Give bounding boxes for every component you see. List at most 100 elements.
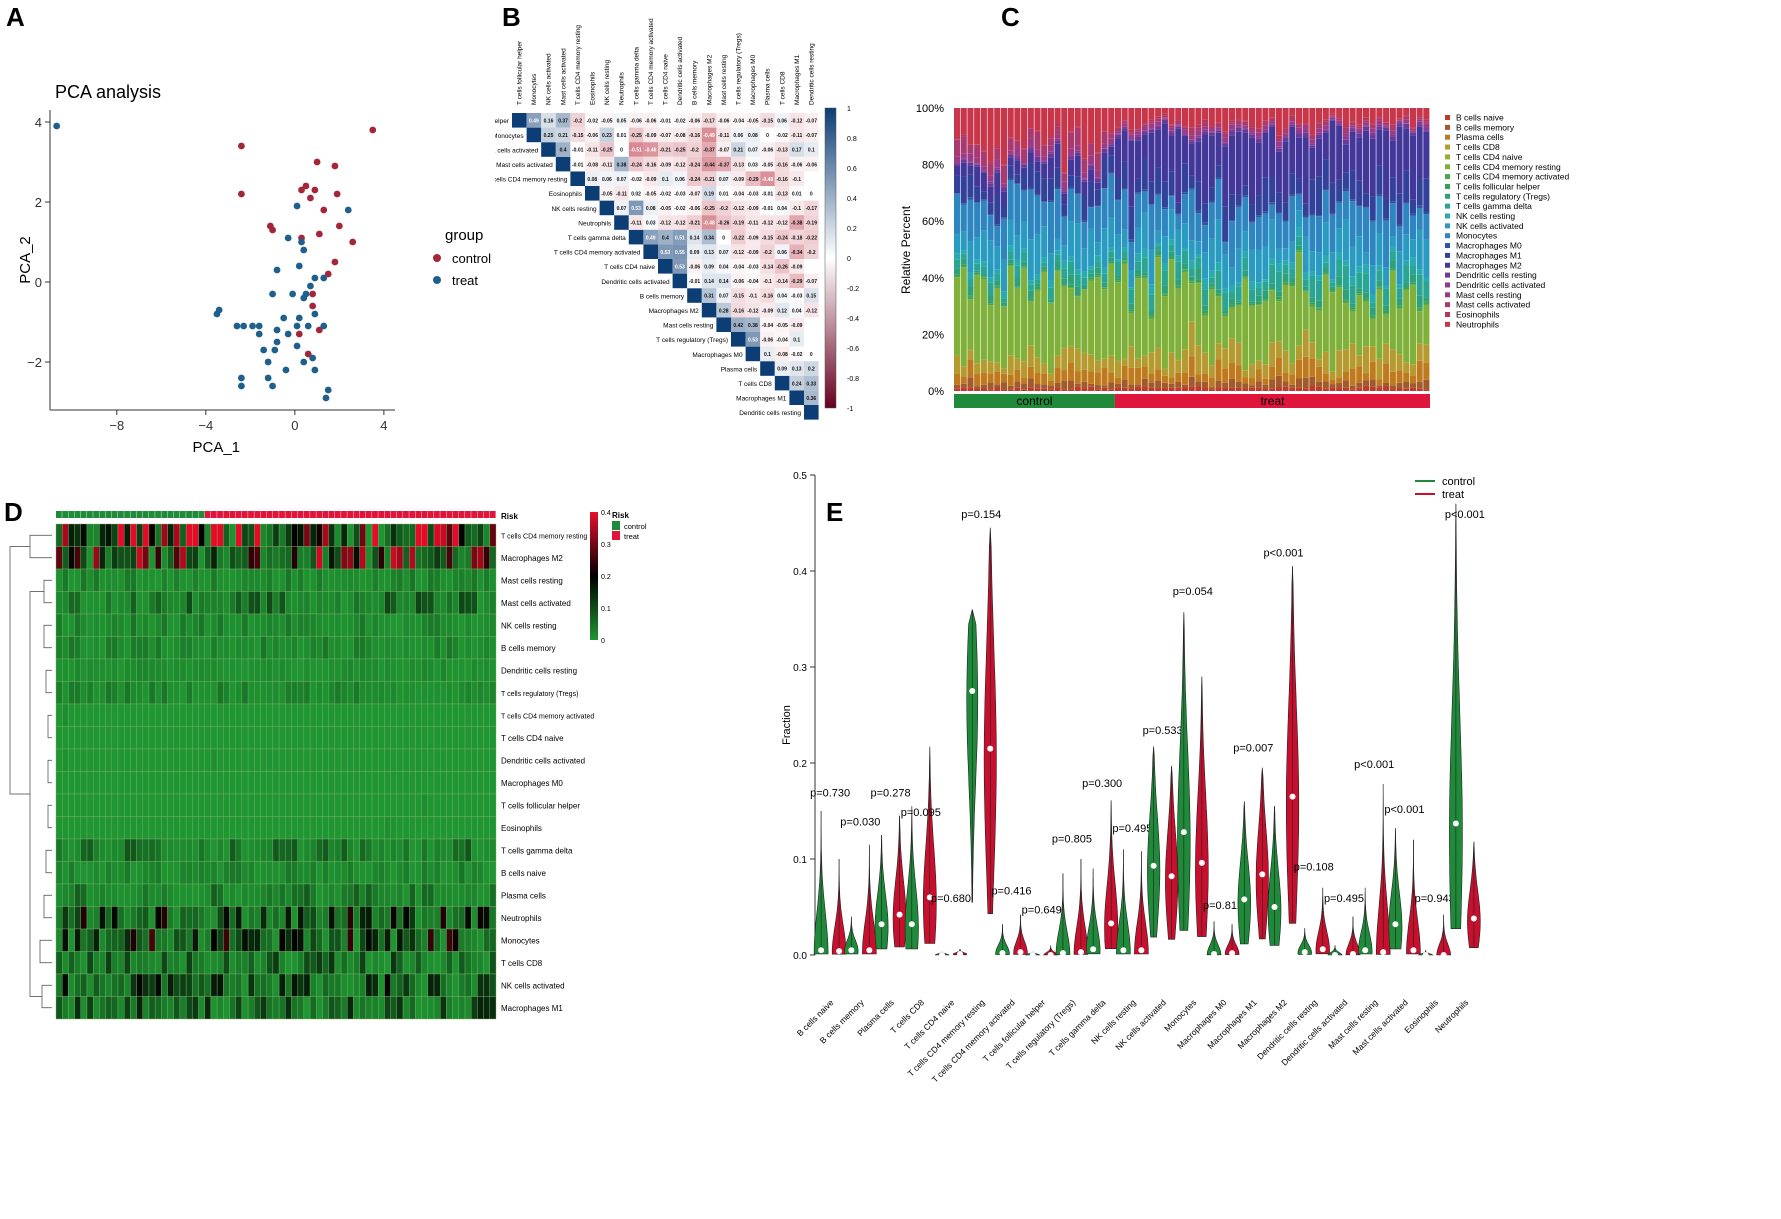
stacked-segment [1195, 345, 1202, 375]
diag-cell [731, 332, 746, 347]
corr-value: 0.42 [733, 323, 743, 329]
corr-value: 0.17 [792, 148, 802, 154]
heat-colorbar-tick: 0.1 [601, 606, 611, 613]
heat-cell [229, 816, 236, 840]
stacked-segment [1376, 126, 1383, 130]
stacked-segment [1121, 123, 1128, 127]
stacked-segment [1295, 249, 1303, 251]
heat-cell [204, 703, 212, 727]
risk-cell [353, 511, 360, 518]
heat-cell [99, 928, 106, 952]
stacked-segment [1242, 129, 1249, 133]
heat-colorbar-tick: 0.4 [601, 510, 611, 517]
corr-value: -0.1 [763, 279, 772, 285]
stacked-segment [1034, 157, 1041, 162]
corr-cell [774, 244, 790, 259]
corr-cell [716, 186, 731, 201]
stacked-segment [1316, 300, 1323, 308]
heat-cell [278, 973, 286, 997]
heat-cell [359, 726, 367, 750]
heat-cell [427, 613, 435, 637]
corr-cell [555, 142, 571, 157]
stacked-segment [994, 387, 1001, 391]
stacked-segment [1235, 131, 1242, 195]
heat-cell [142, 771, 150, 795]
heat-colorbar-tick: 0.2 [601, 574, 611, 581]
heat-cell [117, 568, 125, 592]
stacked-segment [1168, 259, 1175, 353]
heat-cell [198, 681, 205, 705]
corr-cell [599, 142, 615, 157]
heat-cell [68, 883, 75, 907]
stacked-segment [1409, 364, 1416, 376]
stacked-segment [994, 371, 1001, 385]
stacked-segment [1329, 116, 1336, 118]
stacked-segment [1389, 130, 1396, 135]
corr-cell [555, 113, 571, 128]
p-value: p=0.030 [840, 816, 880, 828]
violin-median [1440, 952, 1447, 958]
row-label: Mast cells activated [501, 599, 571, 608]
heat-cell [353, 906, 360, 930]
heat-cell [384, 861, 391, 885]
heat-cell [55, 591, 63, 615]
corr-value: 0 [620, 148, 623, 154]
heat-cell [409, 748, 416, 772]
heat-cell [105, 973, 112, 997]
stacked-segment [1195, 181, 1202, 211]
heat-cell [396, 726, 404, 750]
heat-cell [452, 523, 460, 547]
heat-cell [192, 973, 199, 997]
heat-cell [260, 568, 267, 592]
stacked-segment [1309, 271, 1316, 276]
stacked-segment [1222, 387, 1229, 391]
heat-cell [204, 838, 212, 862]
pca-chart: PCA analysis−8 −4 0 4−2024PCA_1PCA_2groupco… [17, 82, 491, 456]
stacked-segment [1081, 248, 1088, 272]
pca-point-treat [311, 274, 319, 282]
stacked-segment [1383, 310, 1390, 314]
heat-cell [384, 928, 391, 952]
heat-cell [340, 906, 348, 930]
heat-cell [433, 636, 441, 660]
stacked-segment [1222, 254, 1229, 289]
heat-cell [322, 726, 329, 750]
heat-cell [179, 771, 187, 795]
legend-label: T cells CD8 [1456, 142, 1500, 152]
row-label: T cells gamma delta [501, 847, 573, 856]
corr-value: -0.14 [776, 279, 788, 285]
corr-cell [760, 317, 775, 332]
corr-value: 0.49 [529, 118, 539, 124]
stacked-segment [1067, 346, 1075, 363]
violin-median [1138, 947, 1145, 954]
heat-cell [68, 996, 75, 1020]
stacked-segment [1135, 261, 1142, 270]
group-label-control: control [1016, 394, 1052, 408]
heat-cell [55, 928, 63, 952]
heat-cell [396, 591, 404, 615]
stacked-segment [1215, 295, 1222, 297]
heat-cell [402, 861, 410, 885]
stacked-segment [1021, 221, 1028, 249]
stacked-segment [1088, 383, 1095, 387]
pca-point-control [333, 190, 341, 198]
stacked-segment [1101, 385, 1108, 388]
heat-cell [142, 546, 150, 570]
heat-cell [390, 681, 398, 705]
p-value: p=0.805 [1052, 834, 1092, 846]
stacked-segment [1349, 201, 1356, 247]
heat-cell [409, 928, 416, 952]
heat-cell [117, 613, 125, 637]
stacked-segment [1094, 205, 1101, 207]
heat-cell [371, 568, 379, 592]
risk-cell [223, 511, 230, 518]
heat-cell [185, 883, 193, 907]
heat-cell [266, 883, 274, 907]
stacked-segment [1362, 206, 1370, 208]
stacked-segment [1181, 271, 1189, 350]
heat-cell [340, 883, 348, 907]
heat-cell [198, 928, 205, 952]
stacked-segment [1054, 140, 1061, 144]
stacked-segment [1342, 139, 1349, 145]
stacked-segment [1383, 220, 1390, 268]
